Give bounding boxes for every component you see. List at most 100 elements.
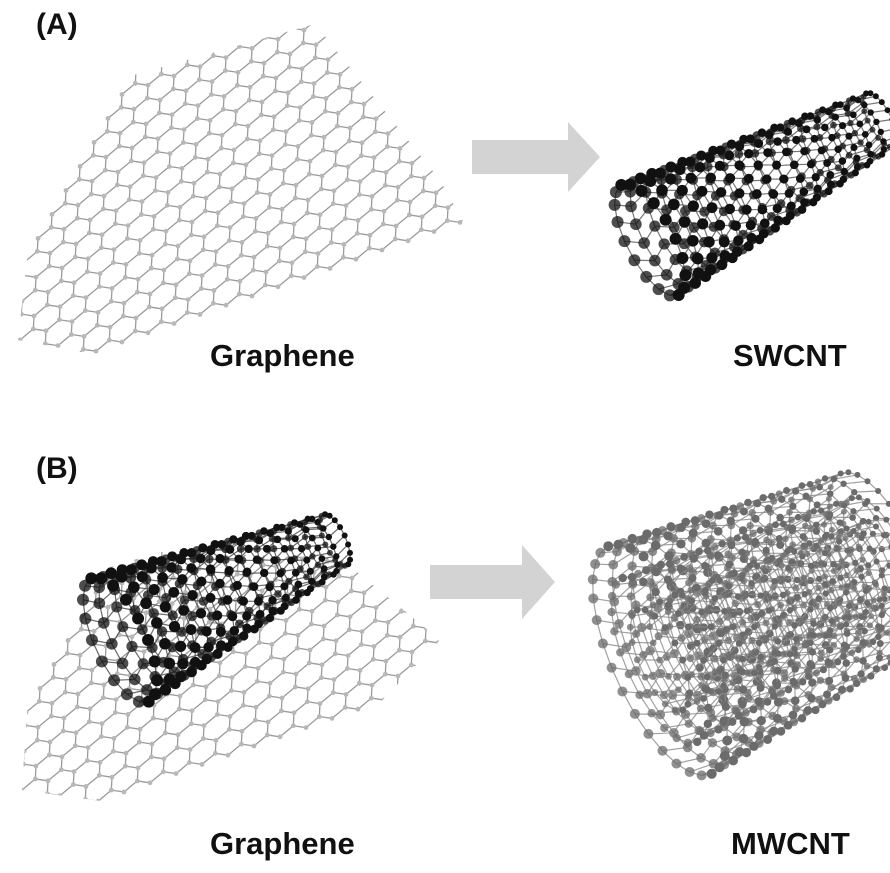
- carbon-atom: [234, 554, 244, 564]
- carbon-atom: [618, 573, 627, 583]
- carbon-atom: [759, 218, 770, 229]
- carbon-atom: [320, 565, 328, 573]
- carbon-atom: [263, 24, 269, 27]
- carbon-atom: [438, 86, 444, 92]
- carbon-atom: [512, 404, 517, 409]
- carbon-atom: [725, 653, 732, 660]
- carbon-atom: [415, 546, 420, 551]
- carbon-atom: [776, 540, 785, 549]
- carbon-atom: [441, 537, 446, 542]
- carbon-atom: [6, 812, 11, 817]
- carbon-atom: [201, 626, 212, 637]
- carbon-atom: [193, 142, 199, 147]
- carbon-atom: [582, 43, 587, 48]
- carbon-atom: [495, 480, 500, 485]
- carbon-atom: [146, 56, 152, 62]
- carbon-atom: [76, 665, 82, 671]
- carbon-atom: [855, 96, 862, 104]
- carbon-atom: [721, 607, 728, 615]
- carbon-atom: [803, 706, 813, 715]
- carbon-atom: [850, 143, 858, 152]
- carbon-atom: [387, 581, 393, 586]
- carbon-atom: [451, 88, 457, 94]
- carbon-atom: [90, 152, 96, 158]
- carbon-atom: [225, 545, 235, 554]
- carbon-atom: [192, 154, 198, 160]
- carbon-atom: [397, 634, 403, 640]
- carbon-atom: [460, 670, 465, 675]
- carbon-atom: [288, 25, 294, 31]
- carbon-atom: [793, 593, 801, 602]
- carbon-atom: [100, 206, 106, 212]
- carbon-atom: [581, 56, 586, 61]
- carbon-atom: [429, 24, 435, 26]
- carbon-atom: [878, 151, 886, 158]
- carbon-atom: [480, 41, 485, 46]
- carbon-atom: [873, 505, 880, 512]
- carbon-atom: [725, 560, 734, 569]
- carbon-atom: [278, 0, 283, 3]
- carbon-atom: [714, 725, 723, 734]
- carbon-atom: [406, 212, 412, 218]
- carbon-atom: [305, 686, 311, 692]
- carbon-atom: [322, 597, 328, 603]
- carbon-atom: [320, 636, 326, 642]
- carbon-atom: [437, 601, 440, 607]
- carbon-atom: [314, 519, 321, 526]
- carbon-atom: [115, 169, 121, 175]
- carbon-atom: [684, 700, 692, 708]
- carbon-atom: [873, 118, 880, 126]
- carbon-atom: [746, 654, 757, 664]
- carbon-atom: [232, 580, 242, 591]
- carbon-atom: [820, 521, 828, 528]
- carbon-atom: [93, 597, 106, 610]
- carbon-atom: [726, 139, 737, 149]
- carbon-atom: [885, 500, 890, 507]
- carbon-atom: [163, 657, 176, 670]
- carbon-atom: [166, 562, 177, 573]
- carbon-atom: [345, 164, 351, 170]
- carbon-atom: [696, 150, 707, 161]
- carbon-atom: [445, 459, 450, 464]
- carbon-atom: [267, 680, 273, 686]
- carbon-atom: [703, 686, 711, 694]
- carbon-atom: [381, 208, 387, 214]
- carbon-atom: [228, 688, 234, 693]
- carbon-atom: [658, 238, 670, 250]
- carbon-atom: [701, 561, 709, 570]
- carbon-atom: [842, 535, 849, 542]
- carbon-atom: [744, 694, 753, 703]
- carbon-atom: [165, 190, 171, 195]
- carbon-atom: [689, 554, 698, 563]
- carbon-atom: [35, 724, 41, 730]
- carbon-atom: [662, 652, 671, 661]
- carbon-atom: [159, 637, 171, 650]
- carbon-atom: [876, 649, 883, 657]
- carbon-atom: [291, 569, 300, 577]
- carbon-atom: [541, 89, 546, 94]
- carbon-atom: [126, 640, 138, 653]
- carbon-atom: [252, 7, 257, 12]
- carbon-atom: [61, 715, 67, 721]
- carbon-atom: [101, 682, 107, 688]
- carbon-atom: [93, 348, 99, 354]
- carbon-atom: [251, 254, 257, 260]
- carbon-atom: [866, 622, 873, 629]
- carbon-atom: [307, 158, 313, 164]
- carbon-atom: [353, 256, 359, 262]
- carbon-atom: [492, 56, 497, 61]
- carbon-atom: [337, 72, 343, 77]
- carbon-atom: [285, 90, 291, 96]
- carbon-atom: [343, 692, 349, 697]
- carbon-atom: [843, 621, 850, 628]
- carbon-atom: [285, 577, 293, 585]
- carbon-atom: [555, 65, 560, 70]
- carbon-atom: [344, 177, 350, 183]
- carbon-atom: [656, 184, 668, 197]
- carbon-atom: [143, 121, 149, 127]
- carbon-atom: [863, 146, 871, 154]
- carbon-atom: [403, 29, 409, 35]
- carbon-atom: [355, 706, 361, 712]
- carbon-atom: [838, 157, 847, 165]
- carbon-atom: [672, 733, 681, 743]
